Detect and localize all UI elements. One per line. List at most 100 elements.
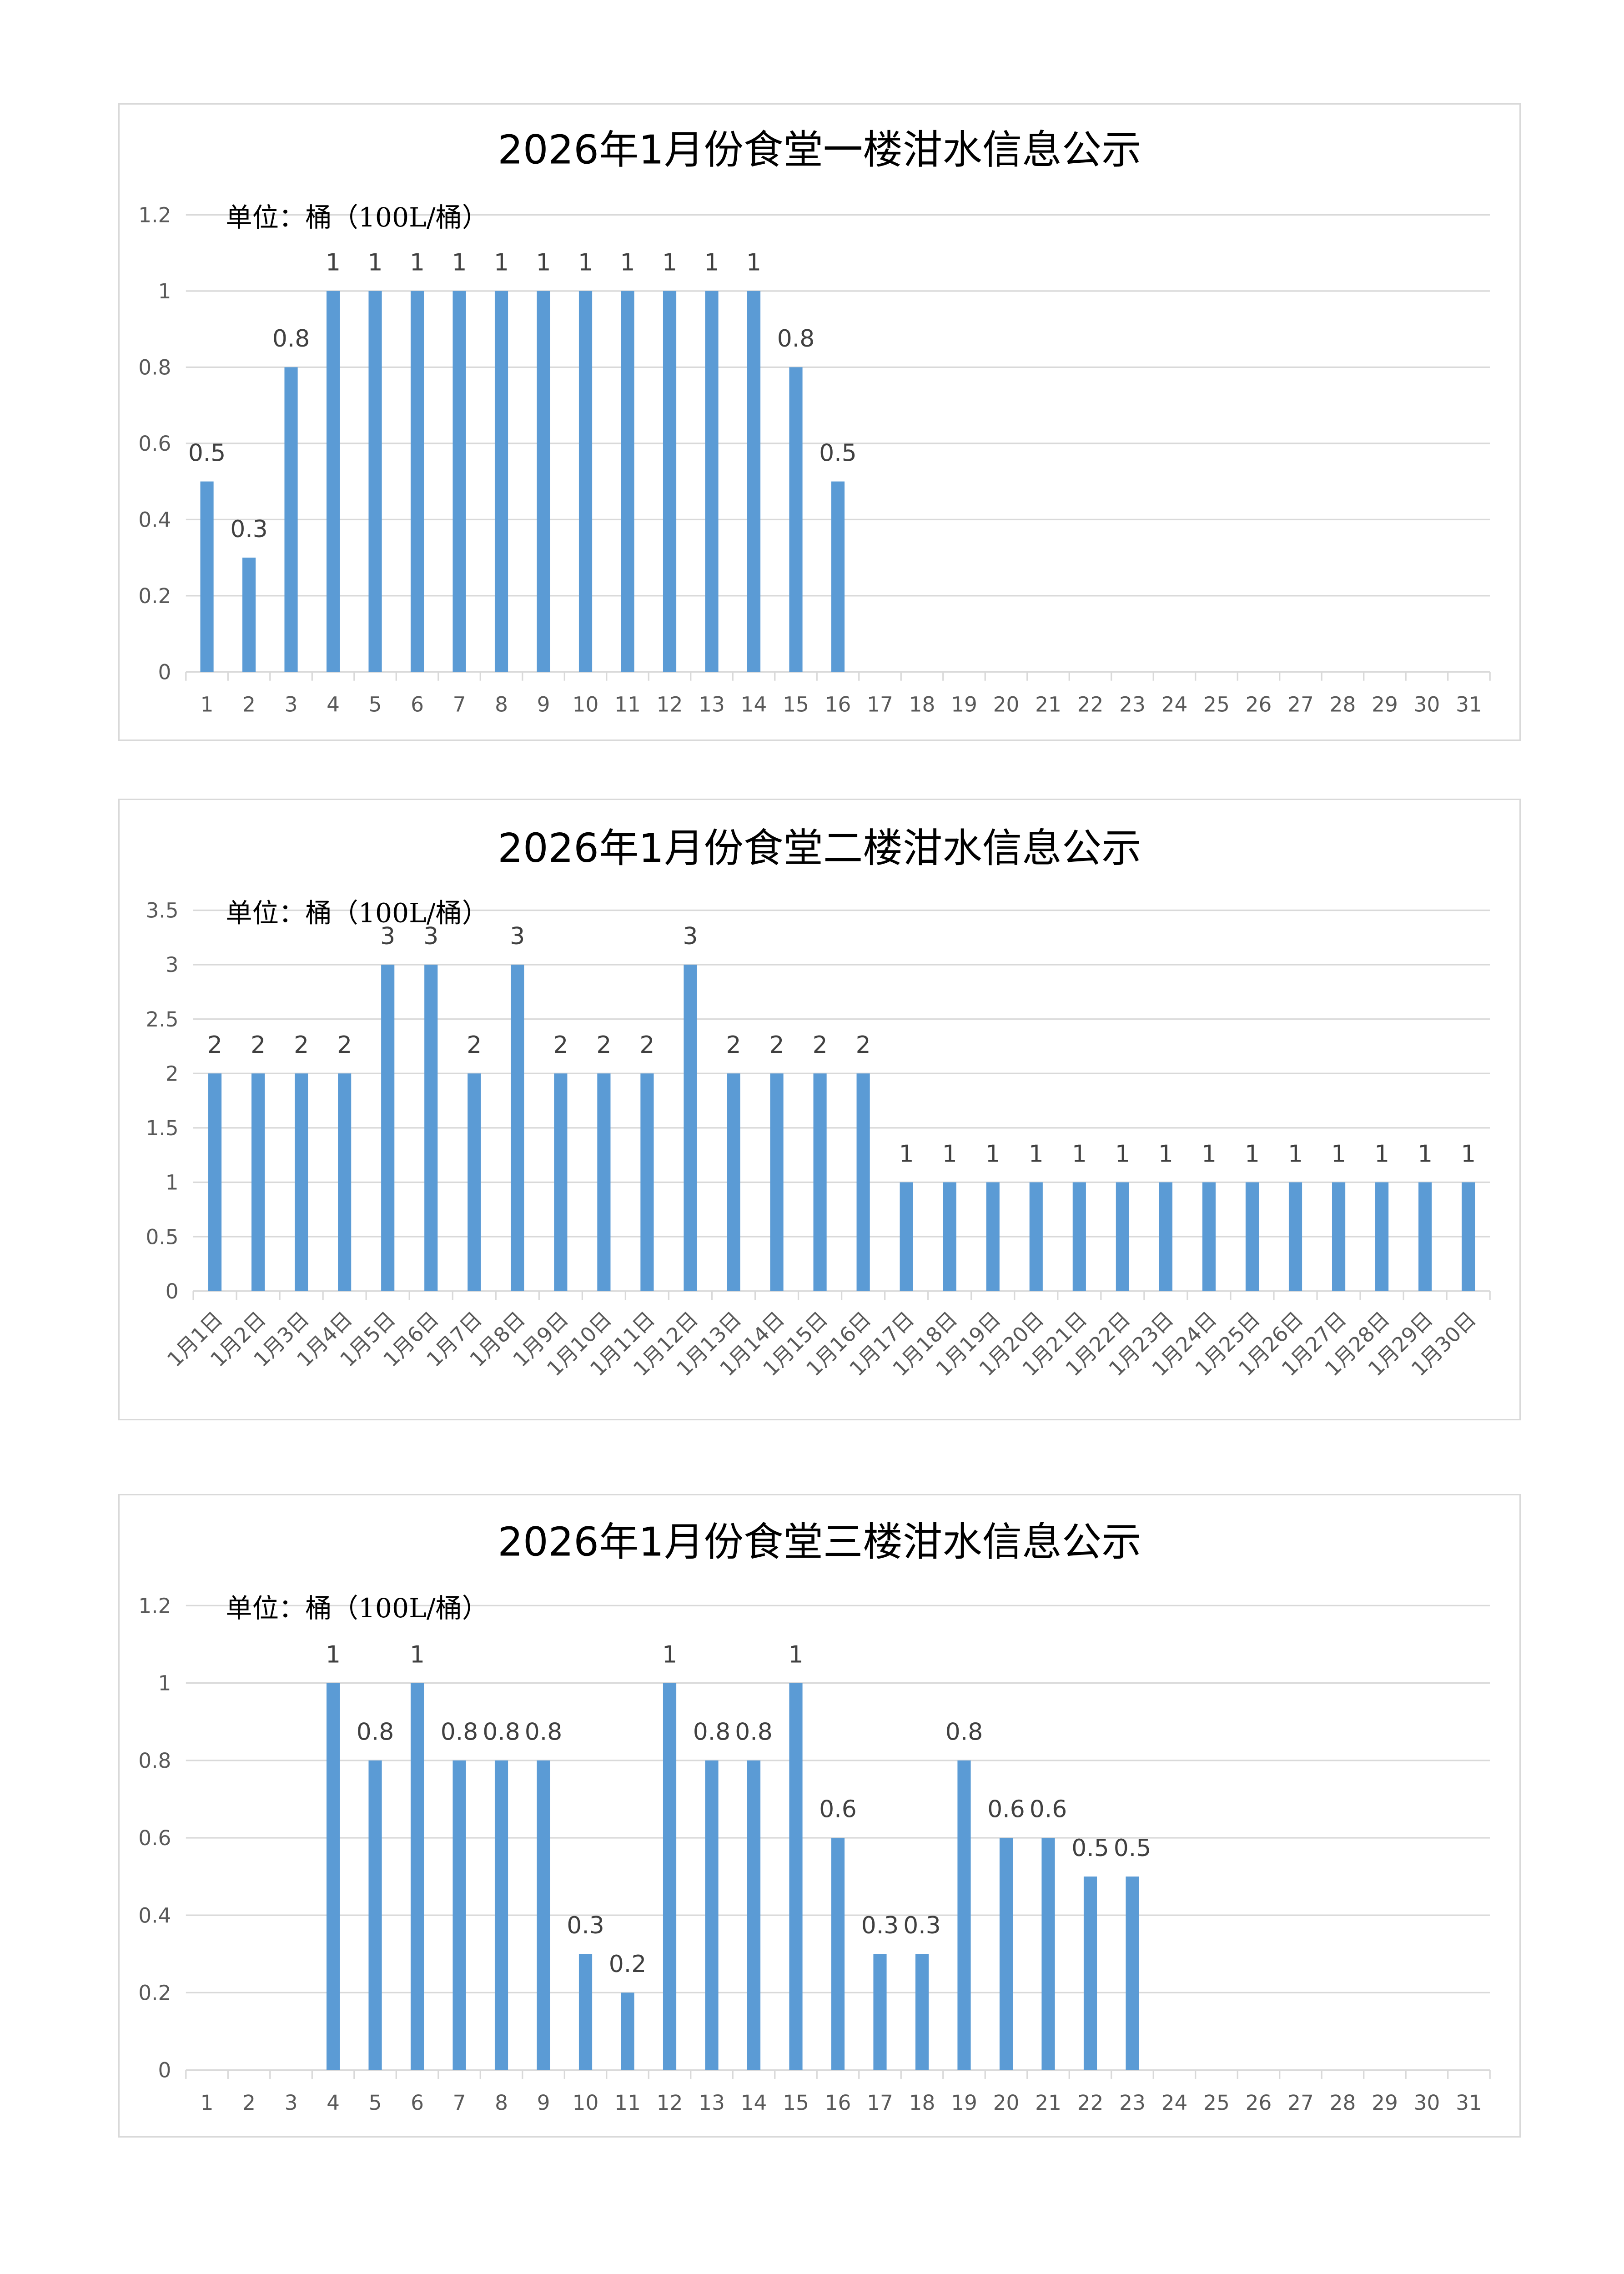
x-tick-label: 9 [537, 2091, 550, 2115]
data-label: 0.6 [819, 1796, 856, 1823]
bar [873, 1954, 887, 2070]
data-label: 1 [620, 249, 635, 277]
x-tick-label: 16 [825, 2091, 851, 2115]
bar [578, 291, 593, 672]
data-label: 2 [856, 1031, 871, 1059]
data-label: 3 [380, 923, 395, 950]
data-label: 1 [1461, 1140, 1476, 1167]
bar [663, 1683, 677, 2070]
x-tick-label: 8 [495, 2091, 508, 2115]
data-label: 2 [467, 1031, 482, 1059]
data-label: 3 [683, 923, 698, 950]
x-tick-label: 21 [1035, 693, 1061, 717]
bar [453, 291, 466, 672]
x-tick-label: 4 [327, 693, 340, 717]
data-label: 0.6 [1030, 1796, 1067, 1823]
bar [1202, 1182, 1216, 1291]
bar [705, 291, 719, 672]
y-tick-label: 0.4 [138, 508, 171, 532]
y-tick-label: 0 [166, 1279, 179, 1303]
bar [1083, 1877, 1097, 2070]
y-tick-label: 1.2 [138, 1594, 171, 1618]
bar [1159, 1182, 1172, 1291]
x-tick-label: 4 [327, 2091, 340, 2115]
x-tick-label: 9 [537, 693, 550, 717]
bar [1029, 1182, 1043, 1291]
bar [295, 1073, 308, 1291]
bar [554, 1073, 568, 1291]
data-label: 2 [207, 1031, 222, 1059]
bar [381, 965, 395, 1291]
bar [1288, 1182, 1302, 1291]
data-label: 0.3 [567, 1912, 604, 1939]
data-label: 1 [1072, 1140, 1087, 1167]
bar [747, 291, 761, 672]
x-tick-label: 14 [741, 2091, 767, 2115]
x-tick-label: 31 [1456, 693, 1482, 717]
y-tick-label: 3.5 [146, 899, 178, 923]
bar [284, 367, 298, 672]
bar [1041, 1837, 1055, 2070]
bar [999, 1837, 1013, 2070]
data-label: 1 [1418, 1140, 1433, 1167]
data-label: 1 [985, 1140, 1001, 1167]
chart-title: 2026年1月份食堂二楼泔水信息公示 [498, 825, 1141, 871]
y-tick-label: 0.8 [138, 1749, 171, 1773]
x-tick-label: 12 [657, 693, 683, 717]
x-tick-label: 13 [699, 2091, 725, 2115]
x-tick-label: 27 [1287, 2091, 1314, 2115]
x-tick-label: 29 [1372, 693, 1398, 717]
bar [368, 291, 382, 672]
data-label: 1 [1202, 1140, 1217, 1167]
bar [789, 1683, 803, 2070]
chart-floor-2: 2026年1月份食堂二楼泔水信息公示 0 0.5 1 1.5 2 2.5 3 3.5 单位：桶（1… [118, 799, 1521, 1420]
data-label: 0.8 [483, 1719, 520, 1746]
x-tick-label: 19 [951, 693, 977, 717]
chart-svg: 2026年1月份食堂一楼泔水信息公示 0 0.2 0.4 0.6 0.8 1 1.2 单位：桶（… [138, 126, 1491, 717]
x-tick-label: 7 [453, 2091, 466, 2115]
data-label: 1 [899, 1140, 914, 1167]
x-tick-label: 13 [699, 693, 725, 717]
data-label: 0.6 [987, 1796, 1025, 1823]
data-label: 1 [746, 249, 761, 277]
x-tick-label: 2 [242, 693, 256, 717]
bar [943, 1182, 956, 1291]
bar [424, 965, 438, 1291]
data-label: 1 [326, 249, 341, 277]
data-label: 1 [1029, 1140, 1044, 1167]
y-tick-label: 0.5 [146, 1225, 178, 1249]
data-label: 2 [813, 1031, 828, 1059]
x-tick-label: 7 [453, 693, 466, 717]
x-tick-label: 17 [867, 2091, 893, 2115]
data-label: 0.8 [272, 325, 310, 352]
bar [326, 1683, 340, 2070]
bar [208, 1073, 222, 1291]
x-tick-label: 30 [1414, 693, 1440, 717]
bar [621, 1992, 634, 2070]
data-label: 0.8 [441, 1719, 478, 1746]
data-label: 1 [1288, 1140, 1303, 1167]
y-tick-label: 0.6 [138, 432, 171, 456]
bar [410, 291, 424, 672]
data-label: 1 [662, 249, 677, 277]
x-tick-label: 15 [783, 2091, 809, 2115]
data-label: 1 [578, 249, 593, 277]
bar [684, 965, 697, 1291]
bar [326, 291, 340, 672]
x-tick-label: 8 [495, 693, 508, 717]
x-tick-label: 14 [741, 693, 767, 717]
y-tick-label: 3 [166, 953, 179, 977]
bar [1116, 1182, 1129, 1291]
x-tick-label: 26 [1246, 2091, 1272, 2115]
x-tick-label: 11 [614, 693, 641, 717]
x-tick-label: 1 [201, 693, 214, 717]
data-label: 1 [1245, 1140, 1260, 1167]
bar [831, 1837, 845, 2070]
bar [511, 965, 524, 1291]
x-tick-label: 2 [242, 2091, 256, 2115]
y-tick-label: 0.6 [138, 1826, 171, 1850]
x-tick-label: 3 [285, 2091, 298, 2115]
bar [986, 1182, 1000, 1291]
data-label: 0.8 [693, 1719, 730, 1746]
